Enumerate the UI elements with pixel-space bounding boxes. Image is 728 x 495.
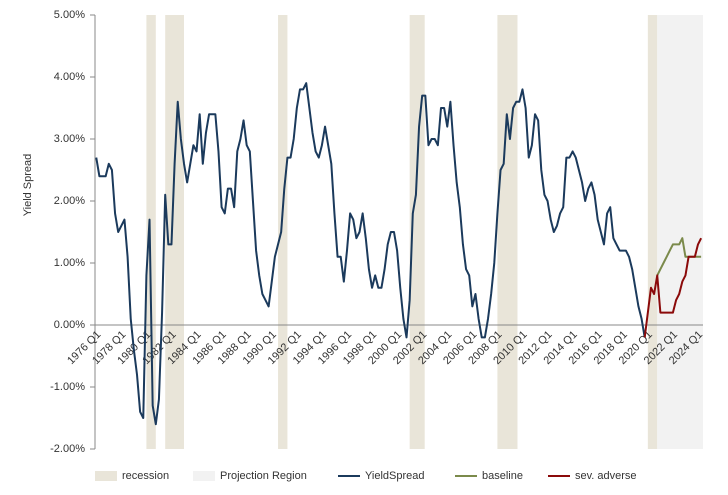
legend-label: recession: [122, 470, 169, 482]
y-tick-label: 5.00%: [54, 9, 85, 21]
y-tick-label: 1.00%: [54, 257, 85, 269]
y-tick-label: 0.00%: [54, 319, 85, 331]
legend-swatch: [193, 471, 215, 481]
shaded-region: [409, 15, 425, 449]
series-line: [95, 82, 646, 426]
y-tick-label: 2.00%: [54, 195, 85, 207]
shaded-region: [278, 15, 288, 449]
legend-label: sev. adverse: [575, 470, 637, 482]
legend-label: Projection Region: [220, 470, 307, 482]
legend-label: YieldSpread: [365, 470, 425, 482]
series-line: [643, 237, 703, 338]
shaded-region: [146, 15, 156, 449]
y-tick-label: -1.00%: [50, 381, 85, 393]
shaded-region: [497, 15, 518, 449]
y-axis-label: Yield Spread: [22, 154, 34, 217]
y-tick-label: 3.00%: [54, 133, 85, 145]
y-tick-label: -2.00%: [50, 443, 85, 455]
y-tick-label: 4.00%: [54, 71, 85, 83]
shaded-region: [647, 15, 658, 449]
legend-label: baseline: [482, 470, 523, 482]
legend-swatch: [95, 471, 117, 481]
shaded-region: [657, 15, 703, 449]
